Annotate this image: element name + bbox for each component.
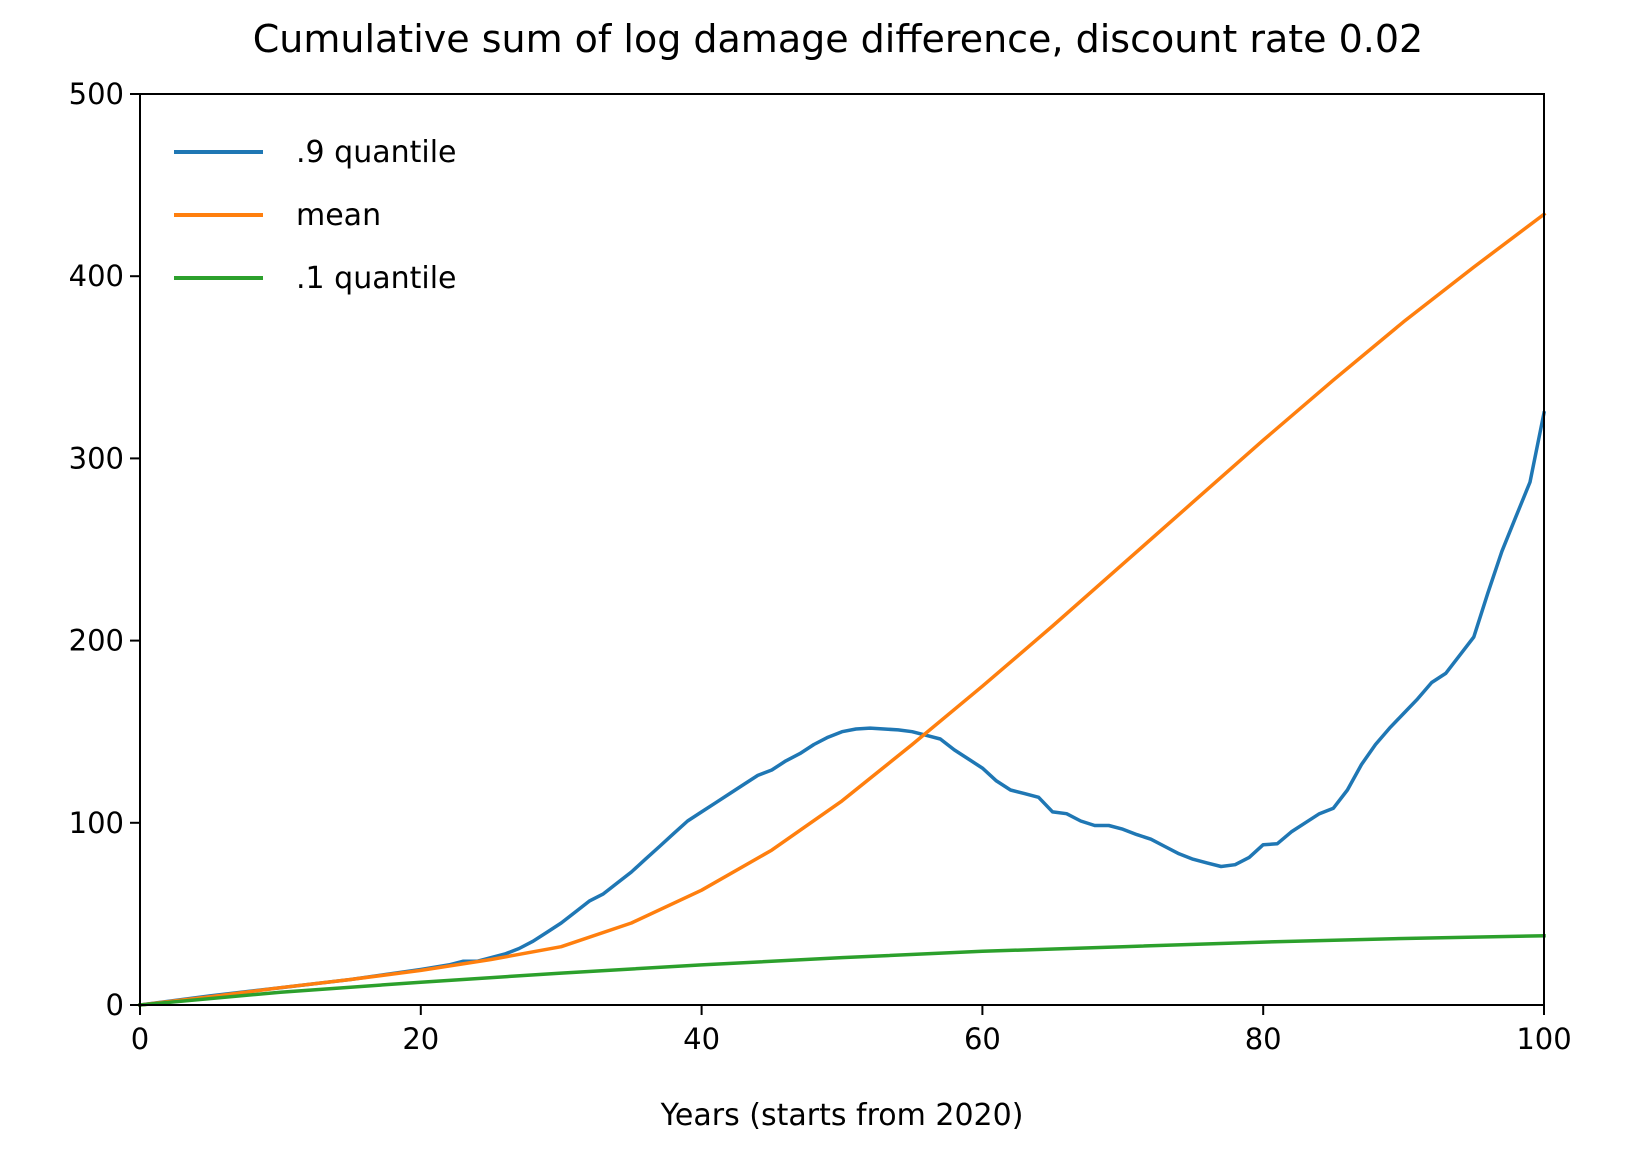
- y-tick-label: 100: [69, 806, 124, 840]
- x-axis-label: Years (starts from 2020): [660, 1098, 1024, 1133]
- legend: .9 quantile mean .1 quantile: [174, 135, 457, 296]
- series-layer: [138, 211, 1547, 1007]
- chart-title: Cumulative sum of log damage difference,…: [253, 17, 1424, 61]
- legend-label-mean: mean: [296, 198, 381, 233]
- x-tick-label: 0: [131, 1022, 149, 1056]
- y-tick-label: 500: [69, 77, 124, 111]
- y-axis-ticks: 0 100 200 300 400 500: [69, 77, 140, 1022]
- x-tick-label: 20: [402, 1022, 439, 1056]
- series-line-1-quantile: [138, 934, 1546, 1007]
- plot-frame: [139, 93, 1545, 1006]
- x-tick-label: 80: [1245, 1022, 1282, 1056]
- x-tick-label: 60: [964, 1022, 1001, 1056]
- y-tick-label: 400: [69, 259, 124, 293]
- x-axis-ticks: 0 20 40 60 80 100: [131, 1005, 1572, 1056]
- y-tick-label: 200: [69, 624, 124, 658]
- legend-label-9-quantile: .9 quantile: [296, 135, 457, 170]
- legend-label-1-quantile: .1 quantile: [296, 261, 457, 296]
- series-line-mean: [138, 211, 1547, 1007]
- series-line-9-quantile: [138, 410, 1547, 1007]
- y-tick-label: 300: [69, 441, 124, 475]
- x-tick-label: 100: [1516, 1022, 1571, 1056]
- x-tick-label: 40: [683, 1022, 720, 1056]
- y-tick-label: 0: [106, 988, 124, 1022]
